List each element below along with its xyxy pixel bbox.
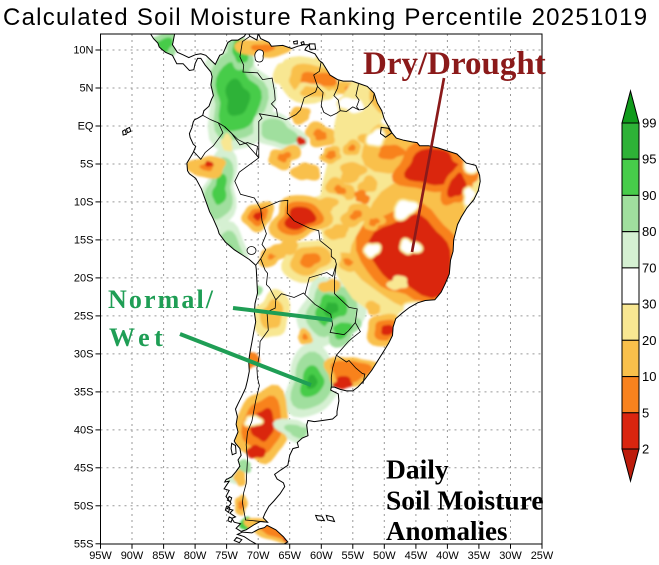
svg-text:50S: 50S (74, 500, 94, 512)
svg-text:10N: 10N (73, 45, 93, 57)
svg-text:Calculated Soil Moisture Ranki: Calculated Soil Moisture Ranking Percent… (3, 4, 648, 31)
svg-text:20S: 20S (74, 272, 94, 284)
svg-text:Anomalies: Anomalies (386, 516, 508, 546)
svg-text:Soil Moisture: Soil Moisture (386, 485, 544, 516)
svg-text:EQ: EQ (78, 121, 94, 133)
svg-text:30W: 30W (499, 550, 522, 562)
svg-text:50W: 50W (373, 550, 396, 562)
svg-text:30S: 30S (74, 348, 94, 360)
svg-text:25W: 25W (531, 550, 554, 562)
svg-text:90W: 90W (121, 550, 144, 562)
svg-text:2: 2 (642, 442, 649, 457)
svg-text:45W: 45W (405, 550, 428, 562)
svg-text:30: 30 (642, 297, 656, 312)
svg-text:99: 99 (642, 116, 656, 131)
svg-text:35S: 35S (74, 386, 94, 398)
svg-text:Normal/: Normal/ (108, 285, 215, 314)
svg-text:80: 80 (642, 224, 656, 239)
svg-text:75W: 75W (215, 550, 238, 562)
svg-text:65W: 65W (278, 550, 301, 562)
svg-text:10S: 10S (74, 196, 94, 208)
svg-text:95: 95 (642, 152, 656, 167)
svg-text:10: 10 (642, 369, 656, 384)
svg-text:20: 20 (642, 333, 656, 348)
svg-text:35W: 35W (468, 550, 491, 562)
svg-text:5N: 5N (79, 83, 93, 95)
svg-text:70W: 70W (247, 550, 270, 562)
svg-text:95W: 95W (89, 550, 112, 562)
svg-text:85W: 85W (152, 550, 175, 562)
svg-text:70: 70 (642, 260, 656, 275)
svg-text:45S: 45S (74, 462, 94, 474)
svg-text:15S: 15S (74, 234, 94, 246)
svg-text:55S: 55S (74, 538, 94, 550)
svg-text:40S: 40S (74, 424, 94, 436)
svg-text:60W: 60W (310, 550, 333, 562)
svg-text:25S: 25S (74, 310, 94, 322)
svg-text:Wet: Wet (109, 323, 167, 352)
svg-text:80W: 80W (184, 550, 207, 562)
svg-text:Dry/Drought: Dry/Drought (363, 46, 546, 82)
svg-text:5S: 5S (80, 159, 93, 171)
svg-text:90: 90 (642, 188, 656, 203)
svg-text:5: 5 (642, 405, 649, 420)
svg-text:40W: 40W (436, 550, 459, 562)
svg-text:55W: 55W (341, 550, 364, 562)
svg-text:Daily: Daily (386, 454, 449, 485)
